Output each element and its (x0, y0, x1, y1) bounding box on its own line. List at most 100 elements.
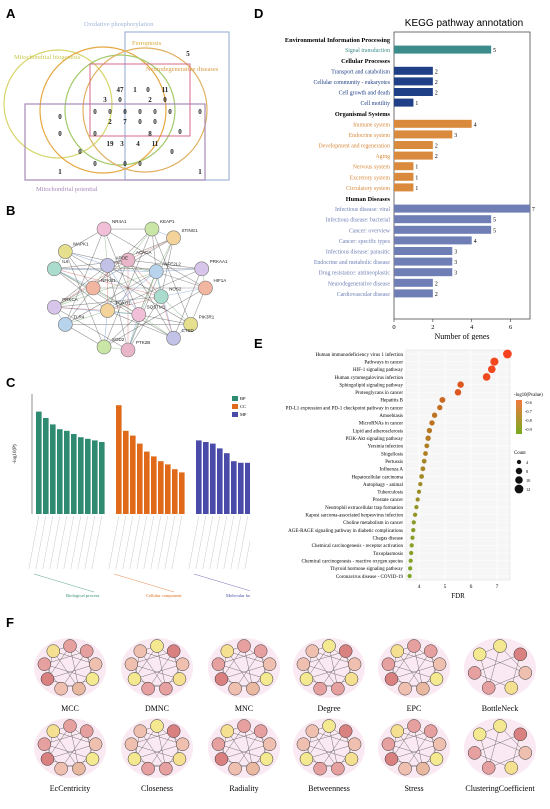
kegg-bar-value: 2 (435, 292, 438, 298)
hub-network-node (166, 724, 181, 738)
kegg-bar (394, 98, 414, 107)
dot-point (431, 412, 438, 418)
hub-network-node (513, 727, 528, 742)
dot-point (409, 550, 414, 556)
hub-network-node (338, 644, 353, 658)
kegg-bar-label: Signal transduction (345, 48, 390, 54)
hub-network-node (472, 727, 487, 742)
hub-network-node (214, 672, 229, 686)
hub-network-node (124, 657, 139, 671)
go-term-tick (70, 515, 81, 570)
hub-network-edge (134, 663, 183, 680)
kegg-bar (394, 268, 453, 277)
network-edge (65, 324, 105, 348)
venn-count: 0 (123, 160, 127, 168)
go-group-bracket (33, 573, 95, 593)
go-term-tick (35, 515, 46, 570)
venn-count: 1 (58, 168, 62, 176)
kegg-category-label: Organismal Systems (335, 111, 391, 118)
hub-network-node (166, 644, 181, 658)
hub-network-node (398, 761, 412, 776)
go-term-tick (49, 515, 60, 570)
go-group-bracket (193, 573, 250, 592)
venn-count: 0 (138, 160, 142, 168)
kegg-enrichment-dotplot: 4 5 6 7 FDR Human immunodeficiency virus 1 in… (286, 349, 543, 600)
hub-network-node (390, 644, 405, 658)
dot-color-tick: -0.8 (525, 418, 532, 423)
dot-size-tick: 12 (526, 487, 530, 492)
kegg-bar-label: Neurodegenerative disease (328, 281, 391, 287)
kegg-bar-label: Infectious disease: parasitic (326, 249, 390, 256)
venn-count: 19 (107, 140, 115, 148)
go-term-tick (223, 515, 234, 570)
network-node-label: NFKB1 (101, 278, 116, 283)
kegg-bar-value: 1 (415, 175, 418, 181)
hub-network-node (220, 644, 235, 658)
hub-network-node (416, 761, 430, 776)
dot-size-swatch (515, 476, 523, 484)
hub-network-edge (474, 734, 521, 754)
hub-network-label: BottleNeck (482, 704, 518, 713)
go-term-tick (63, 515, 74, 570)
dot-term-label: MicroRNAs in cancer (359, 422, 403, 427)
hub-network-node (472, 647, 487, 662)
go-group-label: Biological process (66, 593, 100, 598)
dot-term-label: Proteoglycans in cancer (355, 391, 403, 396)
venn-count: 11 (162, 86, 169, 94)
hub-network-node (347, 657, 362, 671)
network-node-label: FOXO1 (116, 301, 132, 306)
hub-network-edge (319, 731, 346, 769)
dot-point (424, 443, 430, 449)
hub-network-node (72, 681, 86, 696)
dot-term-label: Sphingolipid signaling pathway (339, 383, 403, 388)
hub-network-node (259, 672, 274, 686)
network-node-label: MAPK1 (73, 242, 89, 247)
network-edge (54, 306, 108, 311)
dot-term-label: AGE-RAGE signaling pathway in diabetic c… (288, 529, 403, 534)
hub-network-edge (227, 650, 270, 665)
hub-network-edge (413, 645, 424, 689)
hub-network-node (338, 724, 353, 738)
kegg-bar-label: Excretory system (350, 175, 391, 181)
go-group-label: Cellular component (146, 593, 182, 598)
network-node-label: NR4A1 (112, 219, 127, 224)
kegg-x-tick-label: 2 (431, 324, 434, 331)
hub-network-edge (218, 663, 267, 680)
hub-network-edge (47, 743, 96, 760)
hub-network-edge (388, 650, 431, 665)
hub-network-edge (60, 731, 87, 769)
go-group-bracket (113, 573, 175, 593)
venn-count: 0 (93, 160, 97, 168)
hub-network-node (518, 746, 533, 760)
hub-network-node (296, 657, 311, 671)
dot-point (425, 435, 431, 441)
dot-point (503, 349, 512, 359)
kegg-bar-label: Cell growth and death (339, 91, 390, 97)
hub-network-label: Degree (317, 704, 341, 713)
hub-network-node (384, 672, 399, 686)
venn-count: 0 (138, 118, 142, 126)
dot-term-label: Hepatocellular carcinoma (352, 475, 404, 480)
hub-network-node (37, 657, 52, 671)
network-node (100, 303, 115, 318)
network-edge (54, 265, 108, 308)
hub-network-edge (140, 651, 167, 689)
hub-network-edge (479, 734, 526, 754)
kegg-bar-value: 3 (454, 133, 457, 139)
hub-network-edge (53, 650, 96, 665)
hub-network-node (429, 752, 444, 766)
kegg-bar (394, 130, 453, 139)
kegg-bar-label: Cellular community - eukaryotes (314, 80, 391, 86)
network-edge (65, 228, 105, 252)
go-bar (238, 462, 244, 514)
go-bar (144, 451, 150, 514)
go-term-tick (136, 515, 147, 570)
network-node (194, 261, 210, 277)
kegg-bar-value: 1 (415, 101, 418, 107)
network-node (166, 230, 181, 246)
go-bar (165, 464, 171, 514)
hub-network-node (423, 724, 438, 738)
network-edge (156, 268, 202, 272)
venn-count: 3 (120, 140, 124, 148)
venn-count: 2 (148, 96, 152, 104)
